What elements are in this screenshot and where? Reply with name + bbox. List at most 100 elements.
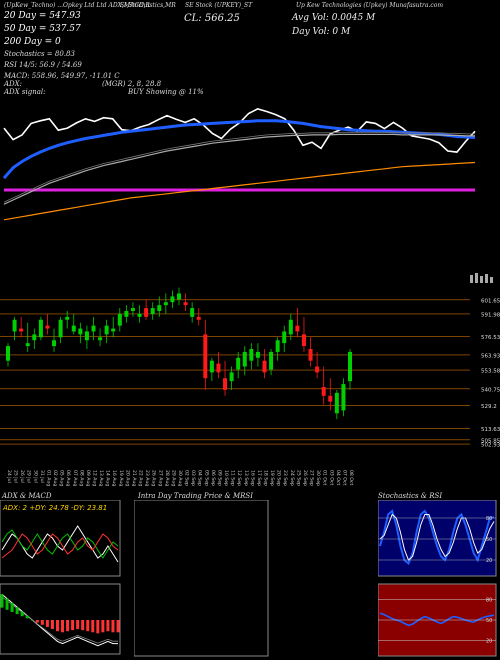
close-price-label: CL: 566.25 [184, 13, 240, 24]
date-tick-label: 29 Jul [26, 470, 32, 483]
rsi-tick-label: 80 [486, 598, 492, 604]
date-tick-label: 18 Sep [263, 470, 269, 486]
stoch-tick-label: 50 [486, 537, 492, 543]
macd-histogram-bar [81, 620, 85, 631]
ema50-label: 50 Day = 537.57 [4, 24, 81, 34]
ma-series-ema20 [2, 119, 476, 180]
date-tick-label: 26 Aug [151, 470, 157, 486]
date-tick-label: 30 Sep [315, 470, 321, 486]
ema20-label: 20 Day = 547.93 [4, 11, 81, 21]
macd-histogram-bar [61, 620, 65, 633]
price-tick-label: 540.75 [481, 387, 500, 393]
date-tick-label: 29 Aug [170, 470, 176, 486]
candle-body [98, 337, 103, 341]
candle-body [275, 340, 280, 352]
date-tick-label: 30 Jul [32, 470, 38, 483]
date-tick-label: 13 Sep [243, 470, 249, 486]
avg-volume-label: Avg Vol: 0.0045 M [292, 13, 376, 23]
ma-series-ema50 [3, 133, 475, 205]
macd-histogram-bar [71, 620, 75, 631]
header-title-mid1: SI,Stochastics,MR [120, 2, 176, 9]
candle-body [223, 378, 228, 390]
macd-histogram-bar [101, 620, 105, 633]
candle-body [209, 360, 214, 373]
price-tick-label: 563.93 [481, 353, 500, 359]
date-tick-label: 07 Aug [72, 470, 78, 486]
volume-bars-icon [470, 268, 494, 283]
candle-body [124, 311, 129, 317]
candle-body [315, 366, 320, 373]
adx-label: ADX: [4, 80, 23, 88]
date-tick-label: 08 Aug [78, 470, 84, 486]
date-tick-label: 01 Aug [45, 470, 51, 486]
candle-body [321, 387, 326, 396]
candle-body [71, 325, 76, 332]
candle-body [117, 313, 122, 326]
date-tick-label: 06 Aug [65, 470, 71, 486]
macd-histogram-bar [0, 594, 4, 608]
candle-body [12, 319, 17, 332]
candle-body [32, 334, 37, 341]
candle-body [137, 313, 142, 317]
macd-label: MACD: 558.96, 549.97, -11.01 C [4, 72, 120, 80]
buy-signal-label: BUY Showing @ 11% [128, 88, 204, 96]
candle-body [177, 293, 181, 300]
stoch-rsi-panel: 80 50 20 80 50 20 [378, 500, 497, 657]
date-tick-label: 02 Sep [184, 470, 190, 486]
candle-body [328, 395, 333, 402]
ma-series-ema50-band [3, 131, 475, 203]
candle-body [78, 328, 83, 335]
candle-body [255, 351, 260, 358]
macd-histogram-bar [35, 620, 39, 623]
candle-body [150, 308, 155, 314]
macd-histogram-bar [50, 620, 54, 630]
rsi-tick-label: 50 [486, 618, 492, 624]
intraday-panel [134, 500, 269, 657]
rsi-tick-label: 20 [486, 638, 492, 644]
date-axis: 24 Jul 25 Jul 26 Jul 29 Jul 30 Jul 31 Jul 01 A… [6, 470, 354, 486]
date-tick-label: 17 Sep [256, 470, 262, 486]
date-tick-label: 19 Aug [118, 470, 124, 486]
candle-body [25, 343, 30, 347]
date-tick-label: 16 Aug [111, 470, 117, 486]
candle-body [38, 319, 43, 338]
date-tick-label: 06 Sep [210, 470, 216, 486]
macd-histogram-bar [76, 620, 80, 630]
date-tick-label: 12 Sep [236, 470, 242, 486]
macd-histogram-bar [15, 607, 19, 615]
macd-histogram-bar [10, 602, 14, 612]
price-tick-label: 553.58 [481, 369, 500, 375]
macd-histogram-bar [25, 615, 29, 619]
candle-body [45, 325, 50, 329]
candle-body [190, 308, 195, 317]
macd-histogram-bar [55, 620, 59, 632]
candle-body [91, 325, 96, 332]
candle-body [308, 349, 313, 361]
date-tick-label: 27 Sep [309, 470, 315, 486]
date-tick-label: 01 Oct [322, 470, 328, 485]
date-tick-label: 03 Oct [328, 470, 334, 485]
macd-histogram-bar [111, 620, 115, 633]
macd-histogram-bar [40, 620, 44, 625]
candle-body [282, 331, 287, 344]
date-tick-label: 24 Jul [6, 470, 12, 483]
date-tick-label: 13 Aug [98, 470, 104, 486]
adx-series-di [1, 533, 119, 559]
candle-body [203, 334, 208, 379]
rsi-label: RSI 14/5: 56.9 / 54.69 [4, 61, 82, 69]
macd-histogram-bar [5, 598, 9, 610]
date-tick-label: 05 Aug [59, 470, 65, 486]
panel-title-intraday: Intra Day Trading Price & MRSI [138, 492, 253, 500]
date-tick-label: 25 Jul [13, 470, 19, 483]
moving-average-chart [2, 108, 476, 221]
date-tick-label: 05 Sep [203, 470, 209, 486]
macd-histogram-bar [30, 620, 34, 621]
macd-histogram-bar [91, 620, 95, 633]
stoch-tick-label: 20 [486, 558, 492, 564]
adx-macd-panel: ADX: 2 +DY: 24.78 -DY: 23.81 [0, 500, 121, 655]
candle-body [216, 363, 221, 373]
date-tick-label: 31 Jul [39, 470, 45, 483]
adx-mid-label: (MGR) 2, 8, 28.8 [102, 80, 162, 88]
macd-histogram-bar [106, 620, 110, 632]
price-tick-label: 529.2 [481, 404, 497, 410]
